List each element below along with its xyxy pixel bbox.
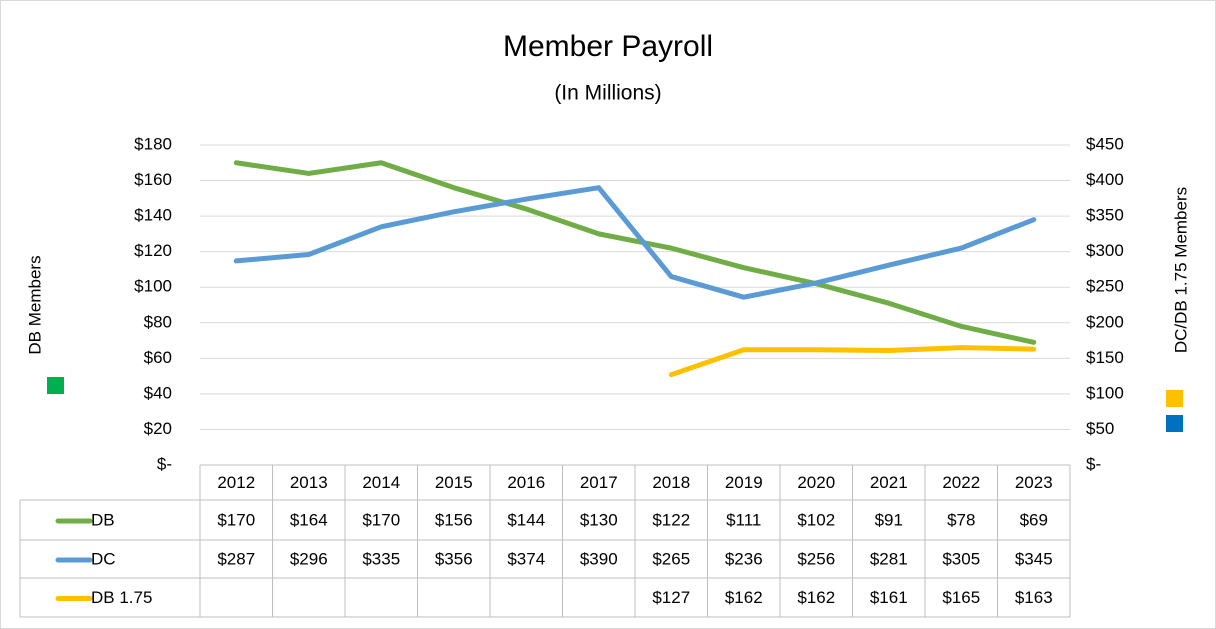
table-value: $281 <box>870 549 908 568</box>
x-tick-label: 2022 <box>942 473 980 492</box>
x-tick-label: 2016 <box>507 473 545 492</box>
table-value: $374 <box>507 549 545 568</box>
x-tick-label: 2019 <box>725 473 763 492</box>
table-value: $170 <box>362 510 400 529</box>
table-value: $356 <box>435 549 473 568</box>
legend-label: DC <box>91 549 116 568</box>
series-line <box>233 185 1037 300</box>
y-tick-label: $- <box>157 454 172 473</box>
axis-key <box>1166 415 1183 432</box>
chart-subtitle: (In Millions) <box>554 82 661 105</box>
y-tick-label: $80 <box>144 312 172 331</box>
x-tick-label: 2013 <box>290 473 328 492</box>
y-tick-label: $40 <box>144 383 172 402</box>
table-value: $265 <box>652 549 690 568</box>
y-tick-label: $60 <box>144 348 172 367</box>
table-value: $296 <box>290 549 328 568</box>
table-value: $156 <box>435 510 473 529</box>
y-axis-label: DB Members <box>25 255 44 354</box>
table-value: $130 <box>580 510 618 529</box>
table-value: $69 <box>1020 510 1048 529</box>
y2-tick-label: $50 <box>1086 419 1114 438</box>
table-value: $164 <box>290 510 328 529</box>
legend-label: DB <box>91 510 115 529</box>
x-tick-label: 2021 <box>870 473 908 492</box>
table-value: $144 <box>507 510 545 529</box>
x-tick-label: 2017 <box>580 473 618 492</box>
x-tick-label: 2012 <box>217 473 255 492</box>
y2-tick-label: $400 <box>1086 170 1124 189</box>
y-tick-label: $120 <box>134 241 172 260</box>
y2-tick-label: $- <box>1086 454 1101 473</box>
y-tick-label: $100 <box>134 277 172 296</box>
y-tick-label: $160 <box>134 170 172 189</box>
table-value: $161 <box>870 588 908 607</box>
table-value: $345 <box>1015 549 1053 568</box>
y2-tick-label: $450 <box>1086 134 1124 153</box>
y-tick-label: $20 <box>144 419 172 438</box>
y-tick-label: $180 <box>134 134 172 153</box>
table-value: $127 <box>652 588 690 607</box>
x-tick-label: 2020 <box>797 473 835 492</box>
series-line <box>233 160 1037 345</box>
table-value: $122 <box>652 510 690 529</box>
table-value: $305 <box>942 549 980 568</box>
table-value: $287 <box>217 549 255 568</box>
table-value: $170 <box>217 510 255 529</box>
table-value: $111 <box>726 510 761 529</box>
axis-key <box>1166 390 1183 407</box>
table-value: $102 <box>797 510 835 529</box>
table-value: $162 <box>725 588 763 607</box>
table-value: $335 <box>362 549 400 568</box>
y2-tick-label: $250 <box>1086 277 1124 296</box>
y2-tick-label: $200 <box>1086 312 1124 331</box>
y2-tick-label: $300 <box>1086 241 1124 260</box>
chart-title: Member Payroll <box>503 30 713 63</box>
y2-tick-label: $100 <box>1086 383 1124 402</box>
table-value: $78 <box>947 510 975 529</box>
x-tick-label: 2015 <box>435 473 473 492</box>
table-value: $162 <box>797 588 835 607</box>
y2-tick-label: $350 <box>1086 206 1124 225</box>
table-value: $91 <box>875 510 903 529</box>
series-line <box>668 345 1037 378</box>
table-value: $390 <box>580 549 618 568</box>
table-value: $165 <box>942 588 980 607</box>
x-tick-label: 2014 <box>362 473 400 492</box>
x-tick-label: 2018 <box>652 473 690 492</box>
y2-tick-label: $150 <box>1086 348 1124 367</box>
axis-key <box>47 377 64 394</box>
legend-label: DB 1.75 <box>91 588 152 607</box>
x-tick-label: 2023 <box>1015 473 1053 492</box>
table-value: $256 <box>797 549 835 568</box>
y2-axis-label: DC/DB 1.75 Members <box>1171 187 1190 353</box>
y-tick-label: $140 <box>134 206 172 225</box>
table-value: $163 <box>1015 588 1053 607</box>
table-value: $236 <box>725 549 763 568</box>
